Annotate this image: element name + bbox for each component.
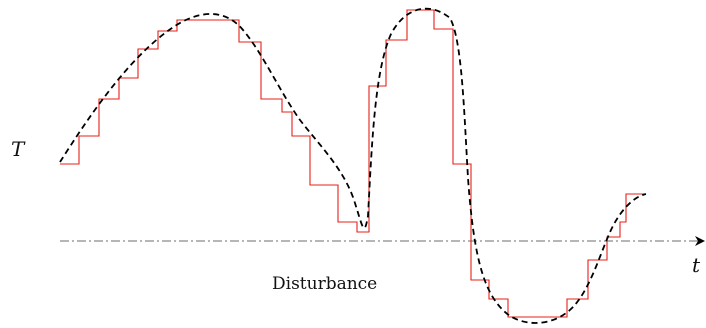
y-axis-label: T — [11, 137, 26, 161]
disturbance-label: Disturbance — [272, 274, 377, 294]
continuous-signal-curve — [59, 7, 647, 324]
x-axis-label: t — [692, 253, 701, 277]
sampled-staircase-signal — [60, 9, 646, 318]
